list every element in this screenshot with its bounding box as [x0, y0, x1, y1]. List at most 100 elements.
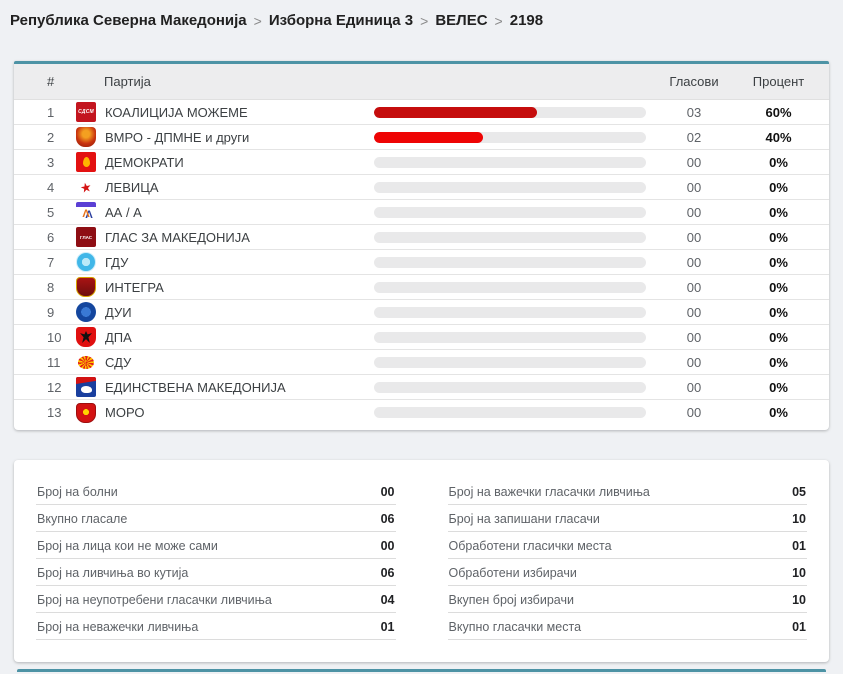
party-name: СДУ — [105, 354, 132, 370]
vote-bar — [374, 306, 646, 318]
percent-value: 60% — [765, 104, 792, 120]
vote-bar-track — [374, 256, 646, 268]
party-name: МОРО — [105, 405, 145, 420]
votes-value: 00 — [686, 254, 702, 270]
vote-bar — [374, 256, 646, 268]
vote-bar — [374, 156, 646, 168]
stat-value: 10 — [792, 511, 806, 526]
vote-bar — [374, 331, 646, 343]
stat-row: Број на ливчиња во кутија 06 — [36, 559, 396, 586]
stat-label: Број на неважечки ливчиња — [37, 619, 199, 634]
breadcrumb-item[interactable]: Изборна Единица 3 — [268, 12, 414, 29]
vote-bar-track — [374, 156, 646, 168]
results-rows: 1 СДСМ КОАЛИЦИЈА МОЖЕМЕ 03 60% 2 ВМРО - … — [14, 100, 829, 425]
table-row: 12 ЕДИНСТВЕНА МАКЕДОНИЈА 00 0% — [14, 375, 829, 400]
column-header-percent: Процент — [752, 74, 805, 89]
percent-value: 0% — [769, 154, 788, 170]
party-name: ЛЕВИЦА — [105, 179, 159, 195]
table-row: 11 СДУ 00 0% — [14, 350, 829, 375]
stat-label: Обработени гласички места — [448, 538, 612, 553]
party-name: ГДУ — [105, 254, 129, 270]
stat-label: Вкупно гласачки места — [448, 619, 582, 634]
party-rank: 10 — [47, 329, 62, 345]
vote-bar-track — [374, 381, 646, 393]
stat-value: 00 — [380, 484, 395, 499]
dui-party-logo-icon — [76, 302, 96, 322]
votes-value: 00 — [686, 279, 702, 295]
table-header: # Партија Гласови Процент — [14, 64, 829, 100]
votes-value: 02 — [686, 129, 702, 145]
stat-row: Број на лица кои не може сами 00 — [36, 532, 396, 559]
party-rank: 1 — [47, 104, 55, 120]
percent-value: 0% — [769, 279, 788, 295]
party-name: ИНТЕГРА — [105, 279, 164, 295]
party-name: ЕДИНСТВЕНА МАКЕДОНИЈА — [105, 379, 286, 395]
table-row: 10 ДПА 00 0% — [14, 325, 829, 350]
percent-value: 0% — [769, 179, 788, 195]
percent-value: 0% — [769, 304, 788, 320]
votes-value: 00 — [686, 405, 702, 420]
stat-row: Број на болни 00 — [36, 478, 396, 505]
percent-value: 0% — [769, 329, 788, 345]
breadcrumb-item[interactable]: ВЕЛЕС — [435, 12, 488, 29]
vote-bar-fill — [374, 106, 538, 118]
stat-label: Број на неупотребени гласачки ливчиња — [37, 592, 272, 607]
stat-label: Број на важечки гласачки ливчиња — [448, 484, 650, 499]
stat-label: Број на запишани гласачи — [448, 511, 600, 526]
integra-party-logo-icon — [76, 277, 96, 297]
stat-value: 06 — [380, 511, 395, 526]
party-rank: 3 — [47, 154, 55, 170]
stat-label: Вкупен број избирачи — [448, 592, 574, 607]
table-row: 8 ИНТЕГРА 00 0% — [14, 275, 829, 300]
stat-row: Број на неважечки ливчиња 01 — [36, 613, 396, 640]
stat-label: Број на ливчиња во кутија — [37, 565, 189, 580]
vote-bar — [374, 281, 646, 293]
vote-bar — [374, 181, 646, 193]
stat-label: Обработени избирачи — [448, 565, 577, 580]
stat-value: 10 — [792, 592, 806, 607]
stat-label: Вкупно гласале — [37, 511, 128, 526]
votes-value: 00 — [686, 179, 702, 195]
party-rank: 7 — [47, 254, 55, 270]
column-header-votes: Гласови — [669, 74, 719, 89]
stat-row: Обработени гласички места 01 — [447, 532, 807, 559]
stat-label: Број на лица кои не може сами — [37, 538, 218, 553]
breadcrumb-item[interactable]: Република Северна Македонија — [10, 12, 247, 29]
vote-bar-track — [374, 407, 646, 418]
stat-row: Обработени избирачи 10 — [447, 559, 807, 586]
table-row: 6 ГЛАС ГЛАС ЗА МАКЕДОНИЈА 00 0% — [14, 225, 829, 250]
table-row: 2 ВМРО - ДПМНЕ и други 02 40% — [14, 125, 829, 150]
breadcrumb: Република Северна Македонија > Изборна Еди… — [0, 0, 843, 32]
party-name: ВМРО - ДПМНЕ и други — [105, 129, 250, 145]
party-rank: 5 — [47, 204, 55, 220]
votes-value: 00 — [686, 154, 702, 170]
party-name: ДЕМОКРАТИ — [105, 154, 184, 170]
party-rank: 2 — [47, 129, 55, 145]
vmro-party-logo-icon — [76, 127, 96, 147]
votes-value: 00 — [686, 354, 702, 370]
vote-bar — [374, 206, 646, 218]
stat-value: 00 — [380, 538, 395, 553]
vote-bar — [374, 356, 646, 368]
vote-bar — [374, 231, 646, 243]
party-rank: 11 — [47, 354, 61, 370]
votes-value: 00 — [686, 204, 702, 220]
stat-value: 05 — [792, 484, 806, 499]
stat-value: 06 — [380, 565, 395, 580]
statistics-card: Број на болни 00 Вкупно гласале 06 Број … — [14, 460, 829, 662]
party-rank: 9 — [47, 304, 55, 320]
vote-bar — [374, 106, 646, 118]
gdu-party-logo-icon — [76, 252, 96, 272]
vote-bar — [374, 131, 646, 143]
table-row: 5 АА / А 00 0% — [14, 200, 829, 225]
percent-value: 0% — [769, 405, 788, 420]
party-rank: 6 — [47, 229, 55, 245]
votes-value: 00 — [686, 379, 702, 395]
party-name: КОАЛИЦИЈА МОЖЕМЕ — [105, 104, 248, 120]
vote-bar-track — [374, 106, 646, 118]
vote-bar-track — [374, 281, 646, 293]
results-card: # Партија Гласови Процент 1 СДСМ КОАЛИЦИ… — [14, 61, 829, 430]
breadcrumb-item[interactable]: 2198 — [509, 12, 544, 29]
breadcrumb-separator: > — [494, 13, 503, 29]
stat-row: Број на неупотребени гласачки ливчиња 04 — [36, 586, 396, 613]
